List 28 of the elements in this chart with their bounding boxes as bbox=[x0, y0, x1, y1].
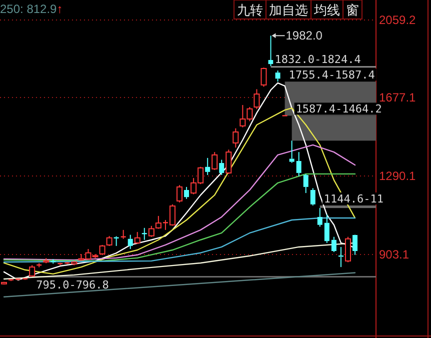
band-label: 1832.0-1824.4 bbox=[274, 53, 362, 66]
y-tick-label: 1677.1 bbox=[379, 90, 416, 104]
y-tick-label: 2059.2 bbox=[379, 13, 416, 27]
candlestick bbox=[128, 234, 133, 250]
candlestick bbox=[289, 140, 294, 164]
text: 窗 bbox=[346, 2, 359, 18]
candlestick bbox=[275, 70, 280, 82]
text: 九转 bbox=[237, 2, 263, 18]
text: 250: 812.9↑ bbox=[0, 2, 63, 16]
band-label: 1755.4-1587.4 bbox=[288, 68, 376, 82]
candlestick bbox=[205, 157, 210, 176]
annotation: 1982.0 bbox=[286, 28, 323, 43]
candlestick bbox=[114, 236, 119, 246]
y-tick-label: 1290.1 bbox=[379, 168, 416, 183]
band-label: 1587.4-1464.2 bbox=[296, 102, 382, 116]
candlestick bbox=[184, 186, 190, 200]
candlestick bbox=[324, 214, 330, 244]
line-series bbox=[3, 217, 356, 263]
candlestick bbox=[303, 173, 308, 194]
candlestick bbox=[219, 159, 224, 176]
band-label: 1144.6-11 bbox=[324, 192, 384, 206]
candlestick bbox=[296, 152, 302, 176]
y-tick-label: 903.1 bbox=[379, 247, 410, 262]
candlestick bbox=[310, 188, 316, 206]
candlestick bbox=[331, 236, 336, 253]
text: 均线 bbox=[313, 2, 340, 18]
band-label: 795.0-796.8 bbox=[36, 278, 109, 292]
text: 加自选 bbox=[269, 2, 308, 18]
